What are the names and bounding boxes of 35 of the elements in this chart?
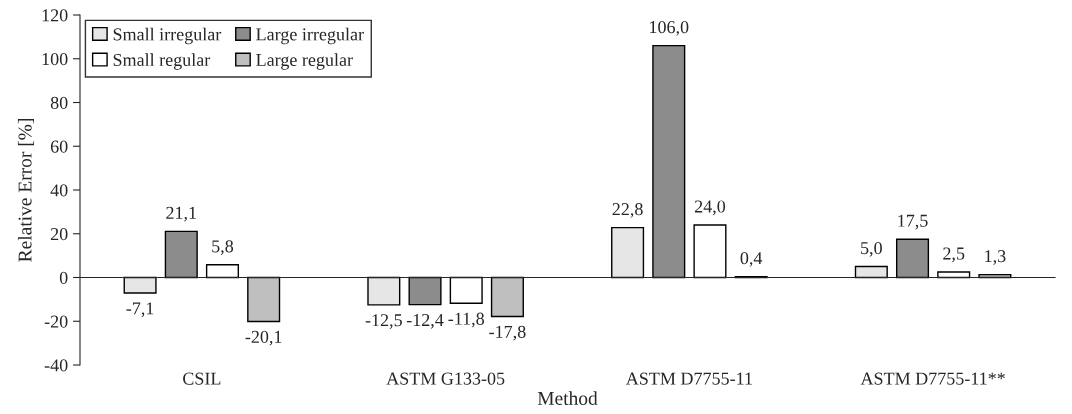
data-label: 5,0	[861, 241, 882, 257]
data-label: -12,4	[406, 313, 444, 329]
data-label: 24,0	[694, 200, 726, 216]
data-label: 2,5	[943, 247, 965, 263]
x-axis-title: Method	[537, 391, 598, 405]
y-tick-label: 100	[42, 53, 68, 66]
legend-label: Small irregular	[113, 27, 222, 45]
x-tick-label: ASTM G133-05	[386, 372, 505, 385]
y-tick-label: -20	[44, 315, 68, 328]
data-label: 22,8	[612, 203, 643, 218]
data-label: 0,4	[740, 252, 763, 267]
legend-label: Large regular	[256, 53, 353, 70]
y-tick-label: -40	[44, 359, 68, 372]
y-tick-label: 0	[59, 271, 68, 284]
y-tick-label: 80	[50, 96, 68, 109]
x-tick-label: CSIL	[183, 372, 221, 385]
y-tick-label: 120	[42, 9, 68, 22]
x-tick-label: ASTM D7755-11	[625, 372, 752, 385]
data-label: -12,5	[365, 314, 402, 329]
y-tick-label: 20	[50, 228, 68, 241]
data-label: -20,1	[245, 330, 282, 346]
x-tick-label: ASTM D7755-11**	[860, 372, 1005, 385]
data-label: 106,0	[650, 21, 689, 36]
legend-label: Large irregular	[256, 27, 364, 45]
data-label: 21,1	[166, 206, 196, 222]
y-tick-label: 40	[50, 184, 68, 197]
data-label: 17,5	[898, 214, 928, 230]
data-label: -17,8	[489, 325, 526, 341]
legend-label: Small regular	[113, 53, 211, 70]
data-label: 1,3	[985, 250, 1006, 265]
data-label: -11,8	[448, 312, 484, 328]
y-axis-title: Relative Error [%]	[17, 119, 35, 262]
data-label: -7,1	[126, 302, 154, 318]
data-label: 5,8	[212, 240, 234, 255]
y-tick-label: 60	[50, 140, 68, 153]
